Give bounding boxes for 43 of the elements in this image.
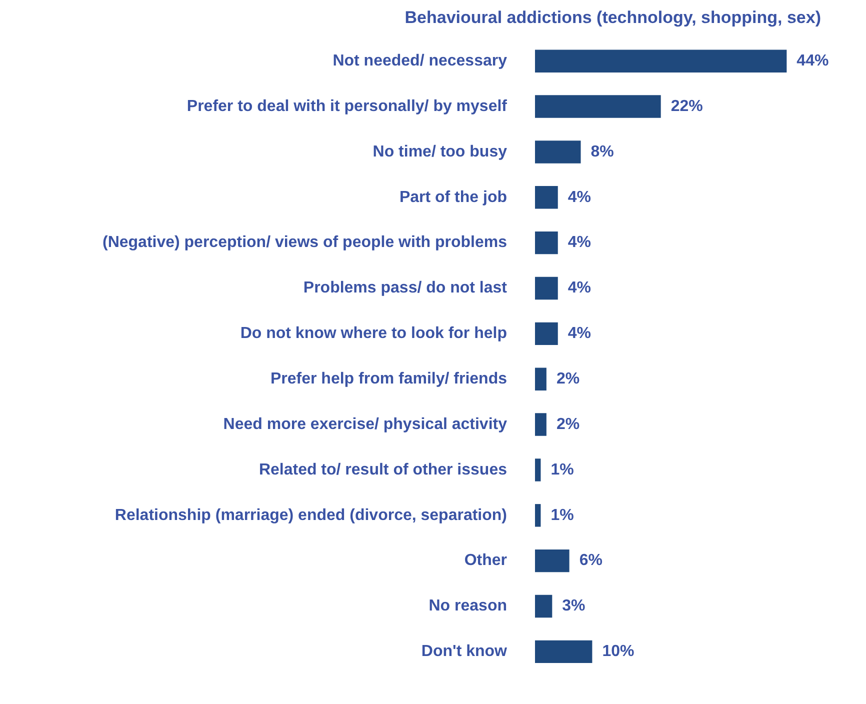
data-label: 1% bbox=[550, 506, 574, 524]
y-tick-label: Need more exercise/ physical activity bbox=[223, 416, 508, 433]
chart-title: Behavioural addictions (technology, shopping, sex) bbox=[404, 8, 821, 27]
bar bbox=[535, 231, 558, 254]
bar bbox=[535, 458, 541, 482]
data-label: 4% bbox=[568, 325, 592, 342]
data-label: 2% bbox=[556, 416, 580, 433]
y-tick-label: (Negative) perception/ views of people with problems bbox=[102, 234, 508, 252]
y-tick-label: Part of the job bbox=[399, 188, 508, 206]
bar bbox=[535, 413, 546, 436]
bar bbox=[535, 594, 552, 618]
data-label: 4% bbox=[568, 234, 592, 252]
y-tick-label: No time/ too busy bbox=[372, 143, 508, 160]
bar bbox=[535, 368, 546, 390]
y-tick-label: Related to/ result of other issues bbox=[258, 461, 508, 478]
bar bbox=[535, 549, 570, 572]
data-label: 22% bbox=[670, 98, 703, 115]
bar bbox=[535, 186, 558, 209]
y-tick-label: Do not know where to look for help bbox=[240, 325, 508, 342]
y-tick-label: Relationship (marriage) ended (divorce, separation) bbox=[114, 506, 507, 524]
y-tick-label: Not needed/ necessary bbox=[332, 52, 508, 70]
data-label: 1% bbox=[550, 461, 574, 478]
y-tick-label: Prefer to deal with it personally/ by myself bbox=[186, 98, 508, 115]
y-tick-label: Prefer help from family/ friends bbox=[270, 370, 508, 388]
data-label: 10% bbox=[602, 643, 634, 660]
data-label: 8% bbox=[590, 143, 614, 160]
bar bbox=[535, 276, 558, 300]
data-label: 6% bbox=[579, 552, 602, 570]
bar bbox=[535, 640, 592, 664]
bar bbox=[535, 322, 558, 346]
y-tick-label: Don't know bbox=[421, 643, 508, 660]
data-label: 44% bbox=[796, 52, 829, 70]
y-tick-label: Problems pass/ do not last bbox=[303, 280, 508, 297]
y-tick-label: No reason bbox=[428, 598, 507, 615]
data-label: 2% bbox=[556, 370, 580, 388]
y-tick-label: Other bbox=[464, 552, 507, 570]
bar bbox=[535, 504, 541, 527]
data-label: 3% bbox=[562, 598, 586, 615]
data-label: 4% bbox=[568, 188, 592, 206]
bar bbox=[535, 95, 661, 118]
data-label: 4% bbox=[568, 280, 592, 297]
bar bbox=[535, 50, 787, 72]
bar bbox=[535, 140, 581, 164]
